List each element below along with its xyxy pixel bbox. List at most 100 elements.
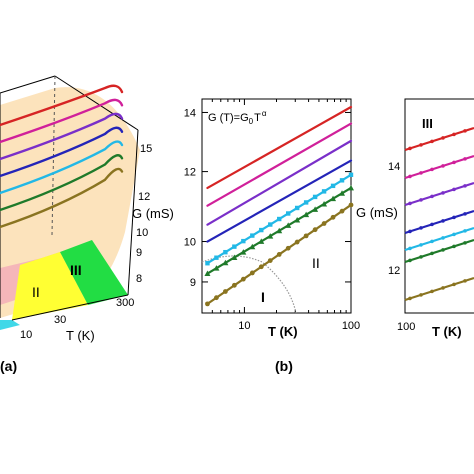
panel-a-series-curve	[0, 84, 124, 127]
panel-c-plot: III 14 12 100 T (K)	[388, 98, 474, 339]
panel-c-xtick: 100	[397, 321, 415, 333]
panel-b-formula-sup: α	[262, 109, 267, 118]
panel-b-series-line	[206, 122, 353, 207]
panel-c-data-point	[452, 215, 456, 220]
panel-b-data-point	[285, 222, 292, 228]
panel-a-xtick: 30	[54, 314, 66, 326]
panel-a-caption: (a)	[0, 358, 17, 374]
panel-c-data-point	[419, 293, 423, 297]
panel-c-data-point	[463, 157, 467, 161]
panel-b-data-point	[258, 264, 264, 270]
panel-b-ytick-label: 10	[184, 237, 196, 249]
panel-b-region-boundary	[201, 255, 297, 314]
panel-b-data-point	[330, 214, 336, 220]
panel-c-data-point	[408, 174, 412, 179]
panel-c-series-line	[404, 209, 474, 235]
panel-c-data-point	[463, 229, 467, 233]
panel-c-data-point	[419, 171, 423, 175]
panel-c-data-point	[441, 248, 445, 252]
panel-a-series-curve	[0, 112, 124, 161]
panel-b-data-point	[240, 249, 247, 255]
panel-c-ytick: 14	[388, 161, 400, 173]
panel-b-formula: G (T)=G0Tα	[208, 109, 267, 126]
panel-a-region-cyan	[0, 320, 20, 330]
panel-c-series-line	[404, 154, 474, 180]
panel-c-data-point	[463, 129, 467, 133]
panel-b-data-point	[250, 233, 255, 238]
panel-c-data-point	[430, 239, 434, 244]
panel-b-xlabel: T (K)	[268, 324, 298, 339]
panel-b-data-point	[232, 244, 237, 249]
panel-c-series-line	[404, 276, 474, 302]
panel-b-data-point	[205, 301, 210, 307]
panel-c-data-point	[441, 191, 445, 195]
panel-b-data-point	[267, 233, 274, 239]
panel-b-data-point	[348, 184, 354, 191]
panel-c-data-point	[463, 279, 467, 283]
panel-c-data-point	[430, 289, 434, 294]
panel-b-data-point	[321, 200, 328, 207]
panel-c-data-point	[441, 286, 445, 290]
panel-c-ytick: 12	[388, 265, 400, 277]
panel-b-data-point	[312, 227, 318, 233]
panel-c-series-group	[404, 126, 474, 302]
panel-b-ytick-label: 12	[184, 167, 196, 179]
panel-c-data-point	[441, 236, 445, 240]
panel-b-data-point	[348, 172, 354, 178]
panel-a-series-curve	[0, 98, 124, 144]
panel-c-data-point	[441, 136, 445, 140]
panel-a-y-ticks: 15 12 10 9 8	[136, 143, 152, 285]
panel-c-data-point	[452, 244, 456, 249]
panel-b-series-group	[204, 105, 354, 307]
panel-b-region-I-label: I	[261, 289, 265, 305]
panel-b-ytick-label: 9	[190, 277, 196, 289]
panel-b-data-point	[205, 261, 210, 266]
panel-b-frame	[201, 98, 352, 314]
panel-a-ytick: 12	[138, 191, 150, 203]
panel-c-data-point	[419, 226, 423, 230]
panel-b-data-point	[285, 245, 291, 251]
panel-c-data-point	[430, 251, 434, 256]
panel-c-data-point	[408, 146, 412, 151]
panel-a-ytick: 9	[136, 247, 142, 259]
panel-c-data-point	[430, 139, 434, 144]
panel-c-data-point	[463, 184, 467, 188]
panel-b-plot: I II G (T)=G0Tα 9 10 12 14 10 100 T (K) G (m…	[184, 98, 398, 374]
panel-c-series-line	[404, 238, 474, 264]
panel-b-data-point	[223, 249, 228, 255]
panel-c-series-line	[404, 126, 474, 152]
panel-b-formula-main: G (T)=G	[208, 112, 249, 124]
panel-b-region-II-label: II	[312, 255, 320, 271]
panel-b-data-point	[303, 200, 309, 205]
panel-b-series-line	[206, 139, 353, 226]
panel-c-data-point	[408, 258, 412, 263]
panel-c-data-point	[452, 232, 456, 237]
panel-b-ylabel: G (mS)	[356, 205, 398, 220]
panel-b-data-point	[231, 254, 238, 260]
panel-b-data-point	[348, 202, 354, 208]
panel-c-data-point	[452, 187, 456, 192]
panel-c-frame	[404, 98, 474, 314]
panel-b-data-point	[258, 238, 265, 244]
panel-b-data-point	[222, 289, 228, 294]
panel-b-series-line	[206, 105, 353, 190]
panel-a-series-group	[0, 84, 124, 229]
panel-a-ytick: 8	[136, 273, 142, 285]
panel-c-data-point	[430, 167, 434, 172]
panel-b-xtick-labels: 10 100	[238, 320, 360, 332]
panel-b-data-point	[321, 221, 327, 226]
panel-b-data-point	[213, 265, 220, 271]
panel-b-series-line	[206, 159, 353, 243]
panel-c-series-line	[404, 226, 474, 252]
panel-b-data-point	[303, 211, 310, 218]
panel-c-data-point	[463, 212, 467, 216]
panel-b-formula-sub: 0	[249, 117, 254, 126]
panel-b-data-point	[214, 295, 219, 301]
panel-c-data-point	[419, 255, 423, 259]
panel-a-xtick: 300	[116, 297, 134, 309]
panel-a-ytick: 15	[140, 143, 152, 155]
panel-b-data-point	[276, 227, 283, 234]
panel-c-data-point	[430, 222, 434, 227]
panel-a-series-curve	[0, 167, 124, 229]
